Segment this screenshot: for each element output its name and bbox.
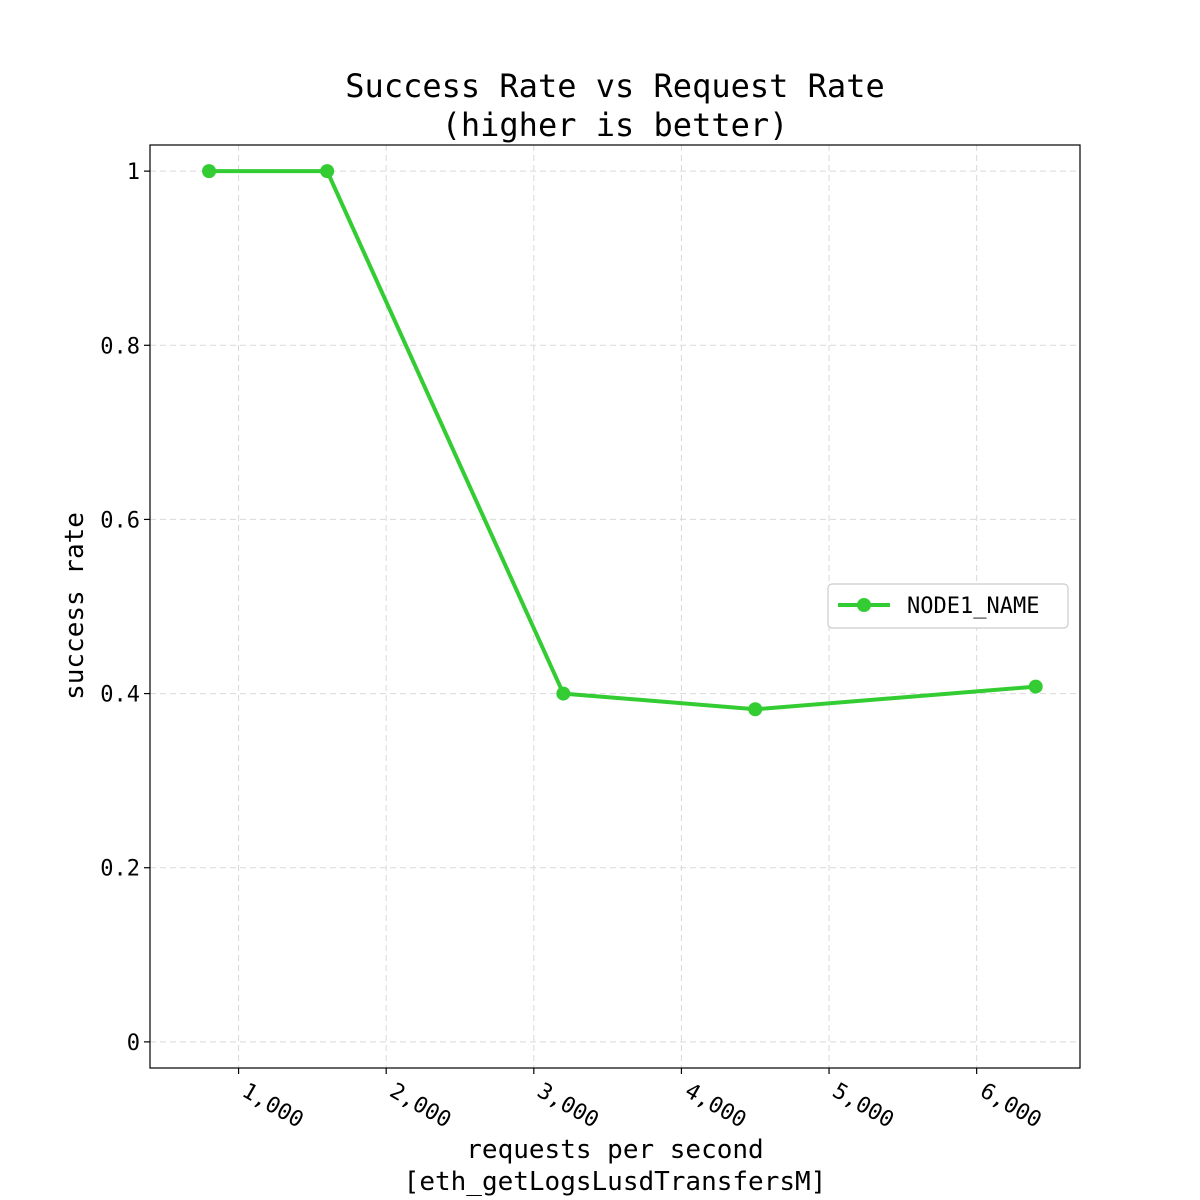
legend-box xyxy=(827,583,1069,629)
data-point-0-1 xyxy=(320,164,335,179)
y-tick-label-4: 0.8 xyxy=(100,334,140,359)
x-tick-label-4: 5,000 xyxy=(828,1079,898,1134)
x-tick-label-0: 1,000 xyxy=(238,1079,308,1134)
y-tick-label-3: 0.6 xyxy=(100,508,140,533)
chart-title-line-1: Success Rate vs Request Rate xyxy=(345,67,884,105)
data-point-0-3 xyxy=(748,702,763,717)
legend-entry-node1: NODE1_NAME xyxy=(907,594,1039,619)
tick-layer: 1,000 2,000 3,000 4,000 5,000 6,000 0 0.2 0.4 0.6… xyxy=(100,160,1045,1133)
x-tick-label-1: 2,000 xyxy=(385,1079,455,1134)
y-tick-label-2: 0.4 xyxy=(100,683,140,708)
x-tick-label-2: 3,000 xyxy=(533,1079,603,1134)
y-axis-label: success rate xyxy=(60,512,90,700)
chart-title-line-2: (higher is better) xyxy=(442,106,789,144)
plot-frame xyxy=(149,144,1081,1069)
series-layer xyxy=(202,164,1043,717)
data-point-0-4 xyxy=(1028,679,1043,694)
x-tick-label-5: 6,000 xyxy=(976,1079,1046,1134)
y-tick-label-0: 0 xyxy=(127,1031,140,1056)
y-tick-label-1: 0.2 xyxy=(100,857,140,882)
x-tick-label-3: 4,000 xyxy=(680,1079,750,1134)
data-point-0-0 xyxy=(202,164,217,179)
x-axis-label-line-1: requests per second xyxy=(466,1135,763,1165)
data-point-0-2 xyxy=(556,686,571,701)
legend-marker-swatch xyxy=(857,598,871,612)
x-axis-label-line-2: [eth_getLogsLusdTransfersM] xyxy=(404,1167,827,1197)
legend: NODE1_NAME xyxy=(827,583,1069,629)
y-tick-label-5: 1 xyxy=(127,160,140,185)
